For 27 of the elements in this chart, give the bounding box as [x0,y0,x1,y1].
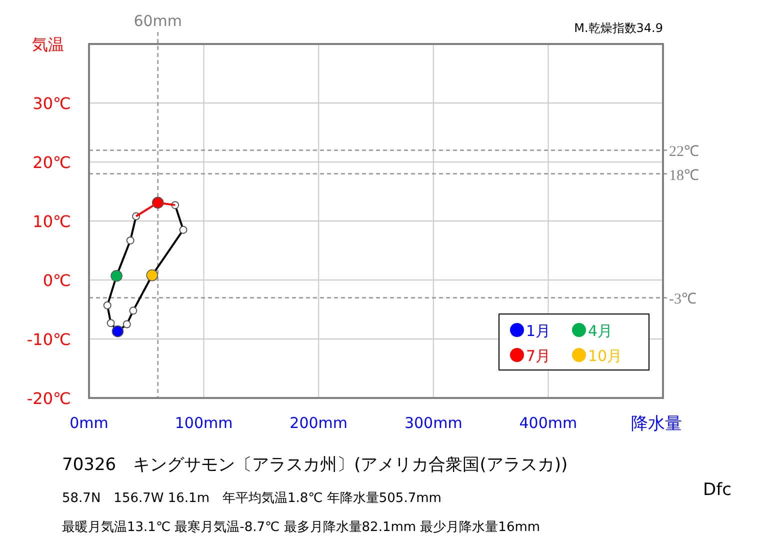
y-axis-title: 気温 [32,35,64,54]
legend-label: 4月 [588,322,613,340]
text: 58.7N 156.7W 16.1m 年平均気温1.8℃ 年降水量505.7mm [62,491,442,506]
y-tick-label: 0℃ [42,271,71,290]
ref-line-label: 18℃ [669,168,699,184]
x-tick-label: 0mm [70,414,108,432]
ref-line-label: 22℃ [669,144,699,160]
text: M.乾燥指数34.9 [574,21,663,35]
x-tick-label: 300mm [404,414,462,432]
legend-label: 7月 [526,347,551,365]
x-tick-label: 400mm [519,414,578,432]
y-tick-label: -10℃ [26,330,71,349]
y-tick-label: -20℃ [26,389,71,408]
x-tick-label: 200mm [290,414,348,432]
point [152,196,164,209]
y-tick-label: 30℃ [32,94,71,113]
legend-label: 1月 [526,322,551,340]
y-tick-label: 20℃ [32,153,71,172]
legend-label: 10月 [588,347,622,365]
x-axis-title: 降水量 [631,414,682,434]
x-tick-label: 100mm [174,414,233,432]
text: 最暖月気温13.1℃ 最寒月気温-8.7℃ 最多月降水量82.1mm 最少月降水量16mm [62,519,540,535]
ref-line-label: -3℃ [669,292,696,308]
ref-line-label: 60mm [134,12,182,30]
y-tick-label: 10℃ [32,212,71,231]
text: Dfc [703,480,732,500]
text: 70326 キングサモン〔アラスカ州〕(アメリカ合衆国(アラスカ)) [62,455,568,475]
